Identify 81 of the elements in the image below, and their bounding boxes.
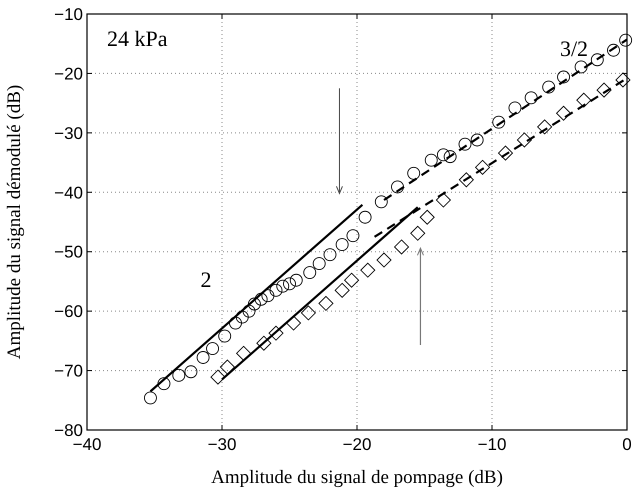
point	[424, 154, 438, 167]
point	[336, 238, 349, 252]
point	[374, 195, 388, 208]
point	[334, 282, 350, 298]
point	[444, 150, 457, 164]
point	[394, 240, 409, 254]
x-tick-label: −20	[342, 435, 372, 454]
point	[590, 53, 604, 66]
y-tick-label: −50	[54, 242, 83, 262]
point	[290, 274, 303, 287]
point	[236, 310, 249, 324]
point	[556, 106, 571, 121]
point	[256, 336, 272, 351]
point	[458, 138, 472, 151]
y-tick-label: −20	[54, 64, 83, 84]
point	[470, 134, 484, 146]
annotation: 24 kPa	[107, 26, 168, 51]
point	[498, 146, 513, 161]
point	[619, 34, 632, 47]
y-tick-label: −30	[54, 124, 83, 143]
y-axis-title: Amplitude du signal démodulé (dB)	[4, 84, 25, 360]
point	[542, 80, 556, 94]
point	[407, 166, 420, 180]
point	[576, 92, 592, 108]
point	[410, 226, 426, 241]
point	[537, 119, 552, 134]
point	[268, 326, 284, 341]
point	[261, 289, 274, 302]
point	[516, 132, 532, 148]
point	[196, 351, 210, 364]
point	[557, 70, 570, 84]
point	[596, 82, 612, 98]
point	[144, 391, 157, 404]
point	[276, 280, 290, 293]
point	[248, 298, 261, 310]
point	[242, 304, 256, 318]
x-tick-label: −30	[208, 435, 236, 454]
point	[616, 72, 630, 88]
point	[574, 60, 588, 74]
point	[254, 292, 268, 306]
point	[220, 360, 235, 374]
point	[607, 44, 620, 57]
point	[270, 284, 282, 297]
point	[229, 316, 242, 330]
x-tick-label: 0	[622, 435, 632, 454]
point	[324, 248, 336, 262]
y-tick-label: −40	[54, 183, 83, 202]
point	[206, 342, 219, 356]
point	[376, 252, 392, 268]
point	[184, 365, 198, 378]
point	[492, 116, 506, 129]
point	[475, 160, 490, 175]
point	[436, 148, 450, 162]
point	[524, 91, 538, 104]
point	[210, 370, 226, 385]
point	[391, 180, 404, 194]
point	[458, 172, 474, 188]
point	[358, 210, 372, 224]
point	[344, 272, 360, 288]
point	[300, 305, 316, 320]
x-tick-label: −10	[478, 435, 506, 454]
point	[236, 346, 252, 361]
annotation: 2	[200, 267, 212, 292]
point	[283, 277, 296, 290]
point	[172, 368, 186, 382]
point	[420, 210, 435, 225]
point	[508, 101, 522, 114]
point	[312, 257, 326, 270]
y-tick-label: −10	[54, 5, 83, 24]
point	[436, 192, 451, 208]
point	[303, 266, 316, 279]
point	[218, 330, 232, 343]
y-tick-label: −70	[54, 362, 83, 381]
x-axis-title: Amplitude du signal de pompage (dB)	[211, 467, 503, 488]
point	[286, 316, 301, 330]
annotation: 3/2	[560, 36, 588, 61]
point	[360, 262, 376, 278]
point	[158, 377, 170, 390]
point	[346, 229, 360, 242]
y-tick-label: −60	[54, 302, 83, 322]
point	[318, 296, 334, 311]
